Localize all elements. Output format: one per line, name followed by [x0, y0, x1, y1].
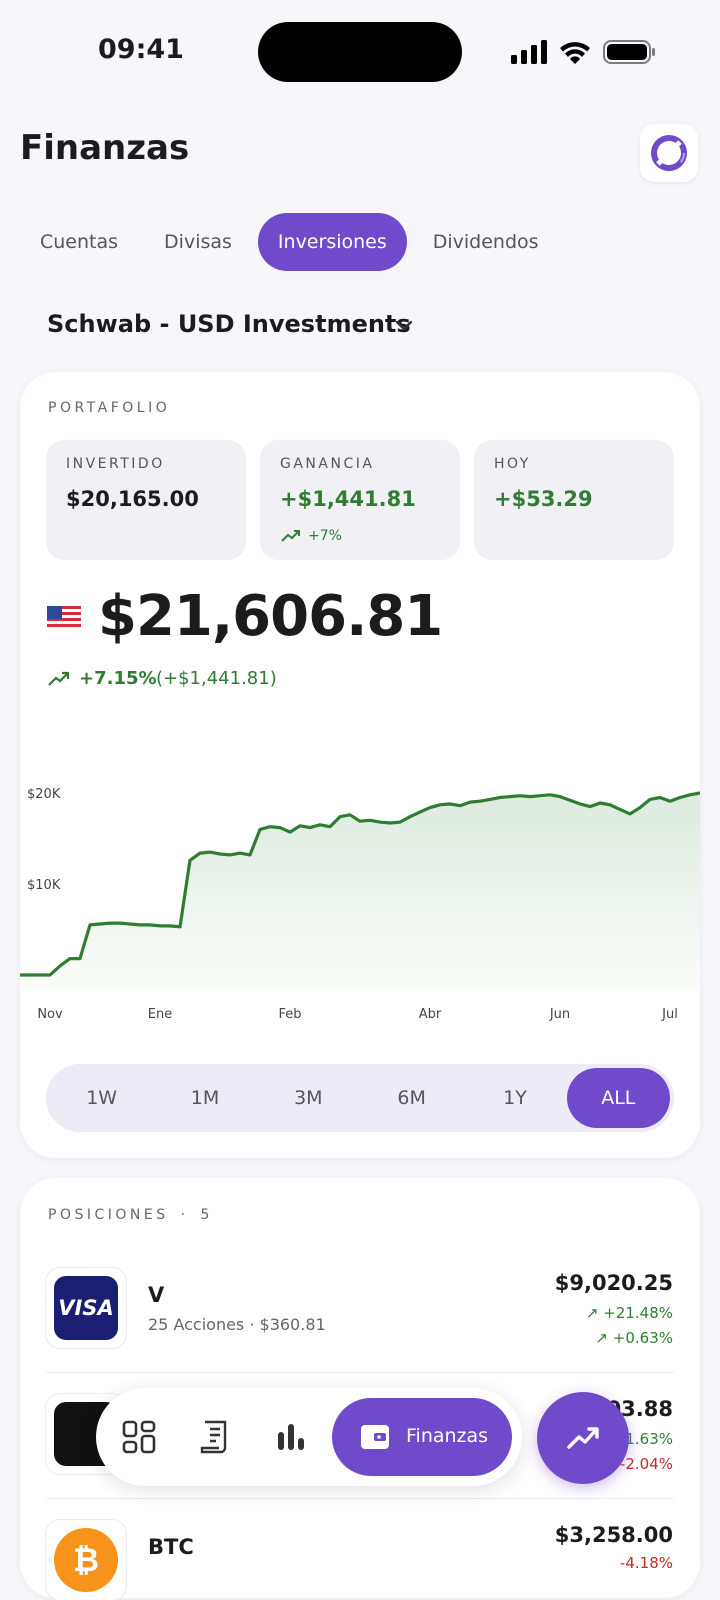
tab[interactable]: Dividendos	[432, 231, 539, 253]
plot	[20, 791, 700, 990]
asset-change: -2.04%	[619, 1455, 673, 1473]
tab-bar: Cuentas Divisas Inversiones Dividendos	[20, 213, 559, 271]
x-tick-label: Feb	[278, 1007, 301, 1022]
nav-label: Finanzas	[406, 1425, 489, 1447]
asset-detail: 25 Acciones · $360.81	[148, 1315, 326, 1334]
stat-card: HOY +$53.29	[474, 440, 674, 560]
range-button[interactable]: 6M	[397, 1087, 426, 1109]
status-icons	[511, 40, 655, 64]
tab[interactable]: Inversiones	[257, 213, 407, 271]
section-label: POSICIONES · 5	[48, 1207, 213, 1223]
asset-name: V	[148, 1283, 165, 1307]
nav-stats[interactable]	[276, 1422, 306, 1452]
divider	[46, 1372, 674, 1373]
asset-name: BTC	[148, 1535, 194, 1559]
asset-change: 1.63%	[625, 1430, 673, 1448]
y-tick-label: $20K	[27, 787, 61, 802]
stat-value: $20,165.00	[66, 487, 199, 511]
stat-change: +7%	[308, 528, 342, 544]
dynamic-island	[258, 22, 462, 82]
tab[interactable]: Cuentas	[40, 231, 119, 253]
range-button[interactable]: ALL	[566, 1068, 670, 1128]
asset-value: $9,020.25	[554, 1271, 673, 1295]
change-text: +0.63%	[612, 1329, 673, 1347]
range-button[interactable]: 1W	[86, 1087, 118, 1109]
x-tick-label: Nov	[37, 1007, 63, 1022]
total-value: $21,606.81	[98, 584, 443, 649]
trend-icon	[567, 1427, 599, 1449]
range-button[interactable]: 3M	[294, 1087, 323, 1109]
x-tick-label: Abr	[419, 1007, 442, 1022]
trend-icon	[281, 530, 300, 542]
stat-label: GANANCIA	[280, 456, 375, 472]
x-tick-label: Jul	[661, 1007, 678, 1022]
tab[interactable]: Divisas	[164, 231, 232, 253]
trend-icon	[48, 671, 70, 686]
positions-count: 5	[200, 1207, 213, 1223]
nav-finanzas[interactable]: Finanzas	[332, 1398, 512, 1476]
bottom-nav: Finanzas	[96, 1388, 522, 1486]
asset-change: ↗ +0.63%	[595, 1329, 673, 1347]
asset-change: ↗ +21.48%	[585, 1304, 673, 1322]
nav-dashboard[interactable]	[122, 1420, 156, 1454]
asset-icon: VISA	[46, 1268, 126, 1348]
asset-icon: ₿	[46, 1520, 126, 1600]
line	[20, 791, 700, 977]
stat-value: +$53.29	[494, 487, 593, 511]
page-title: Finanzas	[20, 128, 190, 168]
section-label: PORTAFOLIO	[48, 400, 171, 416]
area	[20, 793, 700, 990]
change-amount: (+$1,441.81)	[156, 668, 277, 689]
x-tick-label: Ene	[148, 1007, 172, 1022]
flag-icon	[47, 606, 81, 630]
stat-card: INVERTIDO $20,165.00	[46, 440, 246, 560]
screen: { "status_bar": {"time": "09:41"}, "head…	[20, 22, 700, 1592]
account-selector[interactable]: Schwab - USD Investments	[47, 310, 411, 338]
profile-button[interactable]	[640, 124, 698, 182]
portfolio-chart: $10K $20K Nov Ene Feb Abr Jun Jul	[20, 787, 700, 1022]
y-tick-label: $10K	[27, 878, 61, 893]
asset-value: $3,258.00	[554, 1523, 673, 1547]
change-percent: +7.15%	[79, 668, 157, 689]
range-button[interactable]: 1Y	[503, 1087, 527, 1109]
logo-icon	[651, 135, 687, 171]
nav-receipts[interactable]	[200, 1420, 230, 1454]
divider	[46, 1498, 674, 1499]
x-tick-label: Jun	[549, 1007, 570, 1022]
asset-change: -4.18%	[619, 1554, 673, 1572]
stat-label: HOY	[494, 456, 531, 472]
fab-button[interactable]	[537, 1392, 629, 1484]
separator: ·	[180, 1207, 189, 1223]
visa-logo: VISA	[54, 1276, 118, 1340]
stat-value: +$1,441.81	[280, 487, 416, 511]
stat-label: INVERTIDO	[66, 456, 165, 472]
change-text: +21.48%	[603, 1304, 673, 1322]
range-button[interactable]: 1M	[190, 1087, 220, 1109]
wallet-icon	[361, 1425, 389, 1449]
positions-label: POSICIONES	[48, 1207, 169, 1223]
btc-logo: ₿	[54, 1528, 118, 1592]
chevron-down	[395, 320, 413, 331]
range-selector: 1W 1M 3M 6M 1Y ALL	[46, 1064, 674, 1132]
status-time: 09:41	[98, 34, 184, 65]
stat-card: GANANCIA +$1,441.81 +7%	[260, 440, 460, 560]
